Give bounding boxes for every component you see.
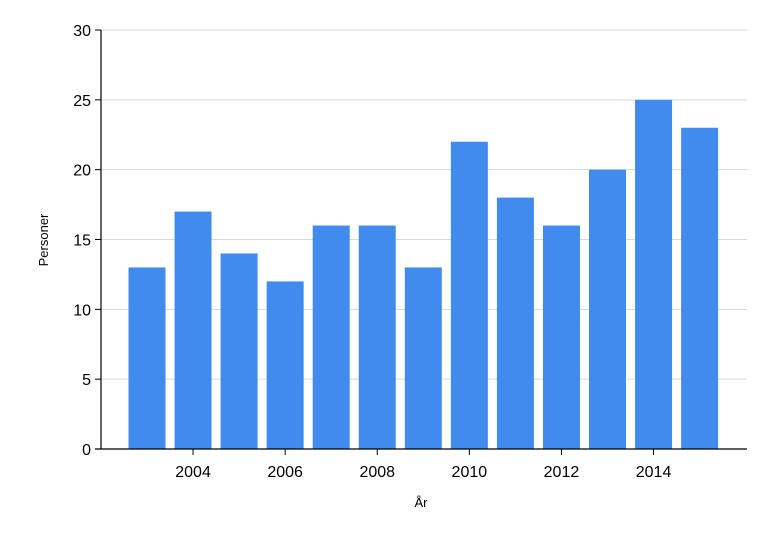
y-tick-label: 30 xyxy=(73,23,91,40)
y-tick-label: 15 xyxy=(73,233,91,250)
x-axis-title: År xyxy=(415,495,429,510)
y-tick-label: 10 xyxy=(73,302,91,319)
x-tick-label: 2008 xyxy=(359,464,395,481)
bars xyxy=(128,99,719,450)
axes xyxy=(95,29,747,455)
bar-2005 xyxy=(220,253,258,449)
bar-2010 xyxy=(450,141,488,449)
bar-2003 xyxy=(128,267,166,449)
bar-2011 xyxy=(496,197,534,449)
x-tick-labels: 2004 2006 2008 2010 2012 2014 xyxy=(175,464,671,481)
y-tick-label: 20 xyxy=(73,163,91,180)
x-tick-label: 2004 xyxy=(175,464,211,481)
x-tick-label: 2014 xyxy=(636,464,672,481)
x-tick-label: 2012 xyxy=(544,464,580,481)
x-tick-label: 2010 xyxy=(452,464,488,481)
bar-2014 xyxy=(635,99,673,449)
bar-2006 xyxy=(266,281,304,449)
bar-2009 xyxy=(404,267,442,449)
y-tick-label: 5 xyxy=(82,372,91,389)
bar-2015 xyxy=(681,127,719,450)
x-tick-label: 2006 xyxy=(267,464,303,481)
y-tick-labels: 0 5 10 15 20 25 30 xyxy=(73,23,91,459)
bar-2008 xyxy=(358,225,396,449)
y-tick-label: 25 xyxy=(73,93,91,110)
bar-2012 xyxy=(542,225,580,449)
bar-2013 xyxy=(589,169,626,449)
y-tick-label: 0 xyxy=(82,442,91,459)
bar-2007 xyxy=(312,225,350,449)
y-axis-title: Personer xyxy=(36,213,51,266)
bar-2004 xyxy=(174,211,212,449)
